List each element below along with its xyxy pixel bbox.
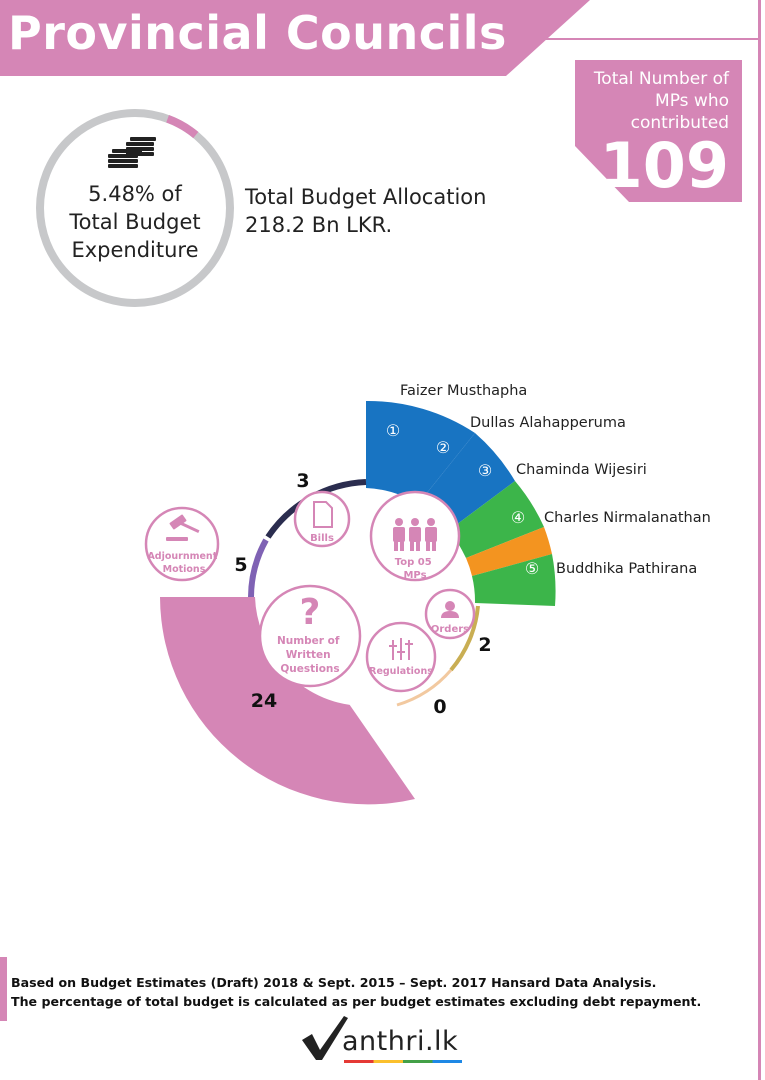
budget-percent-text: 5.48% of Total Budget Expenditure bbox=[52, 180, 218, 264]
header-divider bbox=[540, 38, 760, 40]
top-mp-name-5: Buddhika Pathirana bbox=[556, 561, 697, 577]
budget-allocation-label: Total Budget Allocation bbox=[245, 185, 487, 209]
sliders-icon bbox=[389, 638, 413, 660]
top-mp-rank-2: ② bbox=[436, 438, 450, 457]
top-mp-rank-5: ⑤ bbox=[525, 559, 539, 578]
top-mp-name-2: Dullas Alahapperuma bbox=[470, 415, 626, 431]
budget-percent-line: 5.48% of bbox=[88, 182, 182, 206]
motions-value: 5 bbox=[234, 554, 247, 576]
motions-label-line: Motions bbox=[163, 564, 206, 575]
regulations-label: Regulations bbox=[369, 666, 433, 677]
stamp-icon bbox=[441, 601, 459, 618]
top-mp-wedge-5 bbox=[472, 554, 556, 606]
money-stack-icon bbox=[108, 137, 156, 168]
page-title: Provincial Councils bbox=[8, 6, 507, 60]
bills-label: Bills bbox=[310, 533, 334, 544]
budget-percent-line: Expenditure bbox=[71, 238, 199, 262]
orders-arc bbox=[449, 605, 480, 672]
right-border bbox=[758, 0, 761, 1080]
budget-percent-line: Total Budget bbox=[69, 210, 201, 234]
regulations-arc bbox=[396, 669, 453, 707]
budget-percent-arc bbox=[166, 115, 199, 139]
question-mark-icon: ? bbox=[300, 592, 321, 633]
top-mp-name-4: Charles Nirmalanathan bbox=[544, 510, 711, 526]
footer-line: The percentage of total budget is calcul… bbox=[11, 994, 702, 1009]
motions-circle bbox=[144, 506, 220, 582]
svg-text:Top 05 MPs: Top 05 MPs bbox=[395, 557, 435, 581]
mps-count-label: Total Number of MPs who contributed bbox=[593, 69, 729, 133]
orders-label: Orders bbox=[431, 624, 469, 635]
motions-arc bbox=[248, 538, 269, 598]
manthri-logo: anthri.lk bbox=[300, 1014, 470, 1064]
questions-label-line: Written bbox=[286, 649, 331, 661]
footer-line: Based on Budget Estimates (Draft) 2018 &… bbox=[11, 975, 657, 990]
top-mp-wedge-3 bbox=[448, 481, 544, 558]
top-mp-rank-4: ④ bbox=[511, 508, 525, 527]
svg-text:Adjournment Motions: Adjournment Motions bbox=[147, 551, 220, 575]
budget-allocation: Total Budget Allocation 218.2 Bn LKR. bbox=[245, 183, 486, 239]
document-icon bbox=[313, 501, 333, 528]
orders-value: 2 bbox=[478, 634, 491, 656]
questions-value: 24 bbox=[251, 690, 277, 712]
logo-text: anthri.lk bbox=[342, 1026, 459, 1057]
footer-accent-bar bbox=[0, 957, 7, 1021]
title-banner bbox=[0, 0, 590, 76]
footer-note: Based on Budget Estimates (Draft) 2018 &… bbox=[11, 973, 701, 1011]
top-mp-rank-3: ③ bbox=[478, 461, 492, 480]
mps-count-value: 109 bbox=[599, 129, 729, 202]
bills-circle bbox=[293, 490, 351, 548]
top-mps-label-line: Top 05 bbox=[395, 557, 432, 568]
svg-text:Number of Written Ques: Number of Written Questions bbox=[277, 635, 343, 675]
budget-allocation-value: 218.2 Bn LKR. bbox=[245, 213, 393, 237]
people-icon bbox=[393, 518, 437, 551]
top-mp-rank-1: ① bbox=[386, 421, 400, 440]
logo-color-underline bbox=[344, 1060, 462, 1063]
checkmark-m-icon bbox=[302, 1016, 348, 1060]
top-mp-name-3: Chaminda Wijesiri bbox=[516, 462, 647, 478]
questions-label-line: Questions bbox=[280, 663, 339, 675]
regulations-value: 0 bbox=[433, 696, 446, 718]
top-mp-wedge-4 bbox=[466, 527, 552, 576]
mps-count-box bbox=[575, 60, 742, 202]
questions-circle bbox=[258, 584, 362, 688]
top-mps-label-line: MPs bbox=[403, 570, 426, 581]
questions-wedge bbox=[160, 597, 415, 805]
top-mp-name-1: Faizer Musthapha bbox=[400, 383, 527, 399]
budget-ring bbox=[36, 109, 234, 307]
bills-value: 3 bbox=[296, 470, 309, 492]
activity-chart: ① ② ③ ④ ⑤ Faizer Musthapha Dullas Alahap… bbox=[144, 383, 711, 805]
top-mp-wedge-1 bbox=[366, 400, 475, 504]
gavel-icon bbox=[166, 514, 200, 541]
motions-label-line: Adjournment bbox=[147, 551, 217, 562]
questions-label-line: Number of bbox=[277, 635, 340, 647]
